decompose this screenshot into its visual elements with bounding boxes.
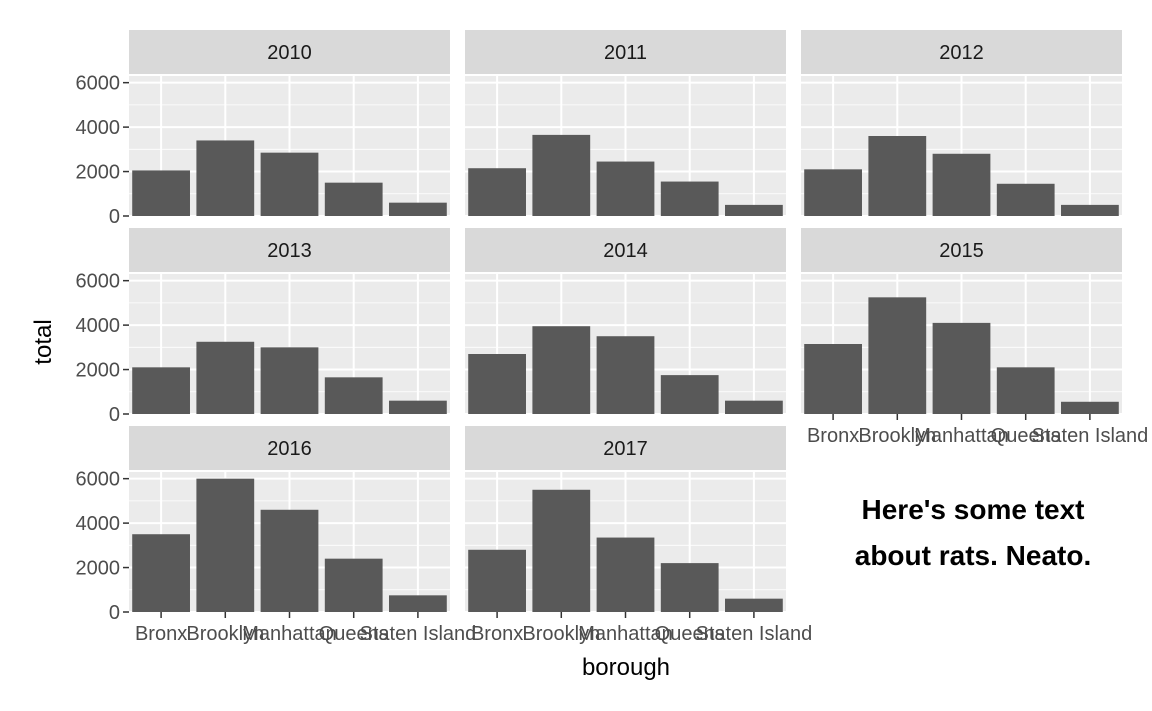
y-tick-label: 2000 <box>76 558 121 580</box>
y-tick-label: 0 <box>109 404 120 426</box>
bar-2011-manhattan <box>596 161 655 216</box>
panel-2012: 2012 <box>801 30 1122 217</box>
strip-label-2016: 2016 <box>267 438 312 460</box>
x-tick-label: Queens <box>991 425 1061 447</box>
bar-2016-queens <box>324 558 383 612</box>
bar-2013-bronx <box>132 367 190 414</box>
y-tick-label: 6000 <box>76 73 121 95</box>
y-tick-label: 4000 <box>76 315 121 337</box>
strip-label-2014: 2014 <box>603 240 648 262</box>
facet-panels: 2010 0 2000 4000 6000 2011 2012 2013 0 2000 4000 60… <box>76 30 1148 645</box>
x-tick-label: Brooklyn <box>186 623 264 645</box>
strip-2015 <box>801 228 1122 272</box>
strip-label-2017: 2017 <box>603 438 648 460</box>
x-tick-label: Bronx <box>807 425 859 447</box>
strip-2017 <box>465 426 786 470</box>
strip-2011 <box>465 30 786 74</box>
bar-2012-queens <box>996 183 1055 216</box>
bar-2014-queens <box>660 375 719 414</box>
bar-2012-bronx <box>804 169 862 216</box>
x-tick-label: Staten Island <box>1032 425 1149 447</box>
bar-2011-brooklyn <box>532 134 591 216</box>
bar-2012-manhattan <box>932 153 991 216</box>
bar-2014-manhattan <box>596 336 655 414</box>
bar-2016-bronx <box>132 534 190 612</box>
bar-2013-manhattan <box>260 347 319 414</box>
panel-2013: 2013 0 2000 4000 6000 <box>76 228 450 426</box>
y-tick-label: 6000 <box>76 469 121 491</box>
bar-2011-bronx <box>468 168 526 216</box>
x-tick-label: Brooklyn <box>522 623 600 645</box>
bar-2010-brooklyn <box>196 140 255 216</box>
y-tick-label: 4000 <box>76 513 121 535</box>
strip-label-2012: 2012 <box>939 42 984 64</box>
x-tick-label: Manhattan <box>914 425 1009 447</box>
x-tick-label: Bronx <box>135 623 187 645</box>
y-tick-label: 0 <box>109 206 120 228</box>
x-tick-label: Bronx <box>471 623 523 645</box>
strip-2016 <box>129 426 450 470</box>
bar-2017-staten-island <box>725 598 783 612</box>
annotation-line-1: Here's some text <box>862 494 1085 525</box>
bar-2013-brooklyn <box>196 341 255 414</box>
bar-2015-brooklyn <box>868 297 927 414</box>
bar-2015-manhattan <box>932 322 991 414</box>
strip-label-2013: 2013 <box>267 240 312 262</box>
strip-label-2010: 2010 <box>267 42 312 64</box>
bar-2010-queens <box>324 182 383 216</box>
x-tick-label: Staten Island <box>696 623 813 645</box>
strip-2010 <box>129 30 450 74</box>
bar-2017-manhattan <box>596 537 655 612</box>
strip-2014 <box>465 228 786 272</box>
bar-2014-bronx <box>468 354 526 414</box>
y-tick-label: 6000 <box>76 271 121 293</box>
bar-2014-staten-island <box>725 400 783 414</box>
bar-2013-queens <box>324 377 383 414</box>
bar-2012-brooklyn <box>868 136 927 216</box>
panel-2011: 2011 <box>465 30 786 217</box>
bar-2017-queens <box>660 563 719 612</box>
y-tick-label: 4000 <box>76 117 121 139</box>
x-tick-label: Queens <box>319 623 389 645</box>
bar-2016-manhattan <box>260 509 319 612</box>
y-axis-title: total <box>30 319 57 364</box>
annotation-line-2: about rats. Neato. <box>855 540 1091 571</box>
panel-2014: 2014 <box>465 228 786 415</box>
y-tick-label: 2000 <box>76 162 121 184</box>
bar-2010-staten-island <box>389 202 447 216</box>
bar-2017-bronx <box>468 549 526 612</box>
y-tick-label: 0 <box>109 602 120 624</box>
x-tick-label: Manhattan <box>242 623 337 645</box>
panel-2010: 2010 0 2000 4000 6000 <box>76 30 450 228</box>
strip-2013 <box>129 228 450 272</box>
bar-2011-staten-island <box>725 204 783 216</box>
strip-2012 <box>801 30 1122 74</box>
bar-2011-queens <box>660 181 719 216</box>
panel-2016: 2016 0 2000 4000 6000 Bronx BrooklynManhattanQ… <box>76 426 477 645</box>
x-tick-label: Brooklyn <box>858 425 936 447</box>
bar-2015-bronx <box>804 344 862 414</box>
x-tick-label: Staten Island <box>360 623 477 645</box>
x-axis-title: borough <box>582 654 670 681</box>
bar-2016-brooklyn <box>196 478 255 612</box>
bar-2016-staten-island <box>389 595 447 612</box>
y-tick-label: 2000 <box>76 360 121 382</box>
x-tick-label: Queens <box>655 623 725 645</box>
bar-2010-manhattan <box>260 152 319 216</box>
strip-label-2015: 2015 <box>939 240 984 262</box>
bar-2012-staten-island <box>1061 204 1119 216</box>
x-tick-label: Manhattan <box>578 623 673 645</box>
bar-2013-staten-island <box>389 400 447 414</box>
bar-2017-brooklyn <box>532 489 591 612</box>
bar-2015-staten-island <box>1061 401 1119 414</box>
bar-2014-brooklyn <box>532 326 591 414</box>
bar-2010-bronx <box>132 170 190 216</box>
bar-2015-queens <box>996 367 1055 414</box>
strip-label-2011: 2011 <box>604 42 647 64</box>
